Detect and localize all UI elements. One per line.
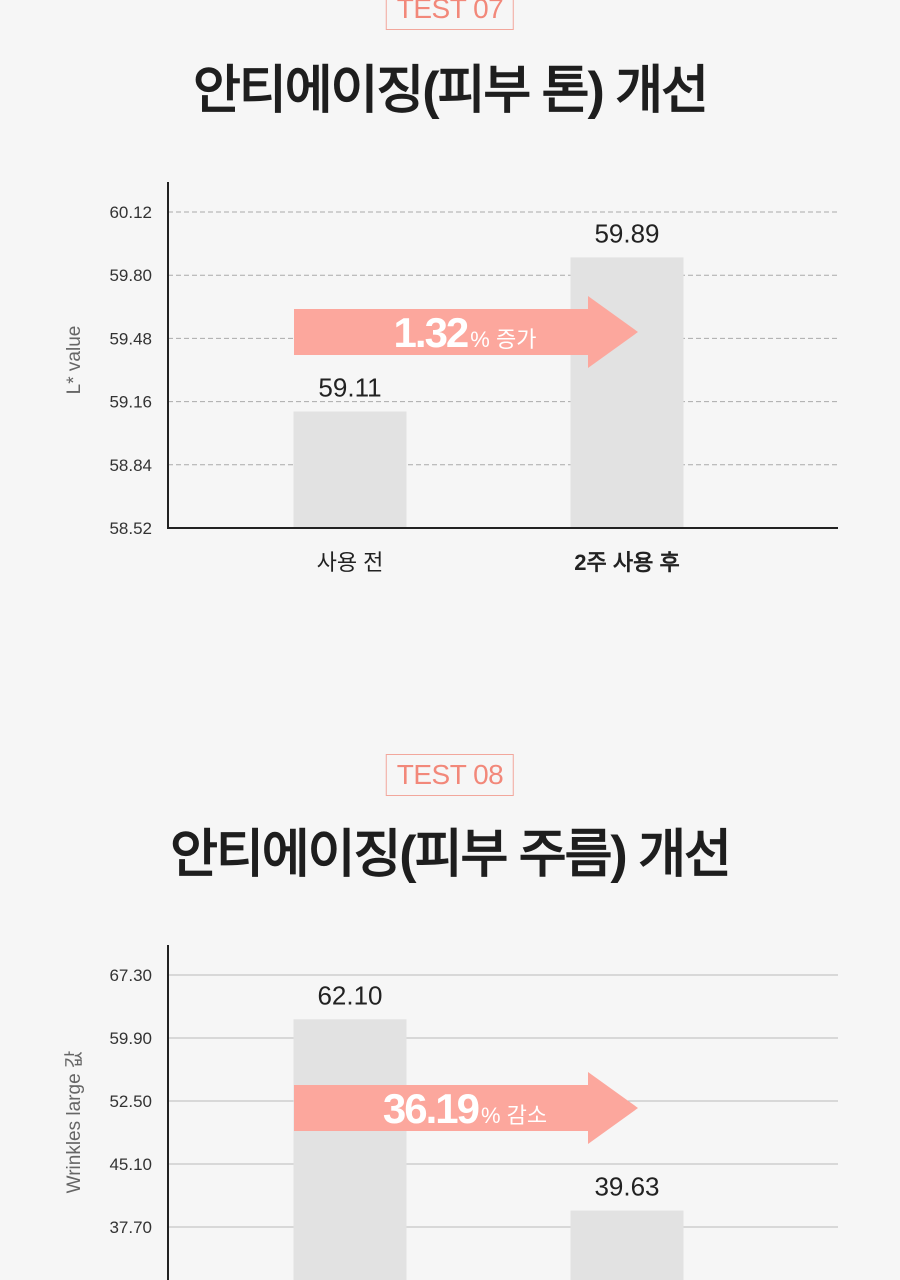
- y-tick-label: 59.48: [109, 329, 152, 348]
- test07-badge: TEST 07: [385, 0, 515, 30]
- y-tick-label: 60.12: [109, 203, 152, 222]
- change-percent-value: 1.32: [394, 309, 468, 356]
- y-tick-label: 59.16: [109, 393, 152, 412]
- test07-chart: 60.12 59.80 59.48 59.16 58.84 58.52 59.11 사용 전 5…: [64, 182, 838, 575]
- y-tick-label: 58.84: [109, 456, 152, 475]
- y-tick-label: 37.70: [109, 1218, 152, 1237]
- bar: [293, 411, 407, 528]
- bar-value-label: 59.89: [594, 218, 659, 248]
- x-category-label: 2주 사용 후: [574, 550, 679, 575]
- bar-value-label: 59.11: [318, 372, 381, 402]
- y-axis-title: L* value: [64, 326, 85, 395]
- test07-title: 안티에이징(피부 톤) 개선: [193, 62, 709, 120]
- x-category-label: 사용 전: [317, 550, 384, 575]
- change-arrow: [294, 1072, 638, 1144]
- y-tick-label: 52.50: [109, 1092, 152, 1111]
- test08-badge: TEST 08: [385, 754, 515, 796]
- y-tick-label: 58.52: [109, 519, 152, 538]
- bar: [570, 1210, 684, 1280]
- y-tick-label: 67.30: [109, 966, 152, 985]
- change-percent-unit: % 증가: [470, 327, 536, 352]
- y-tick-label: 59.80: [109, 266, 152, 285]
- change-percent-value: 36.19: [383, 1085, 479, 1132]
- change-arrow: [294, 296, 638, 368]
- bar: [293, 1019, 407, 1280]
- change-annotation: 36.19% 감소: [383, 1085, 547, 1132]
- y-tick-label: 45.10: [109, 1155, 152, 1174]
- bar-value-label: 39.63: [594, 1172, 659, 1202]
- y-axis-title: Wrinkles large 값: [63, 1051, 85, 1194]
- test08-title: 안티에이징(피부 주름) 개선: [170, 826, 732, 884]
- y-tick-label: 59.90: [109, 1029, 152, 1048]
- change-percent-unit: % 감소: [481, 1103, 547, 1128]
- bar-value-label: 62.10: [317, 980, 382, 1010]
- change-annotation: 1.32% 증가: [394, 309, 537, 356]
